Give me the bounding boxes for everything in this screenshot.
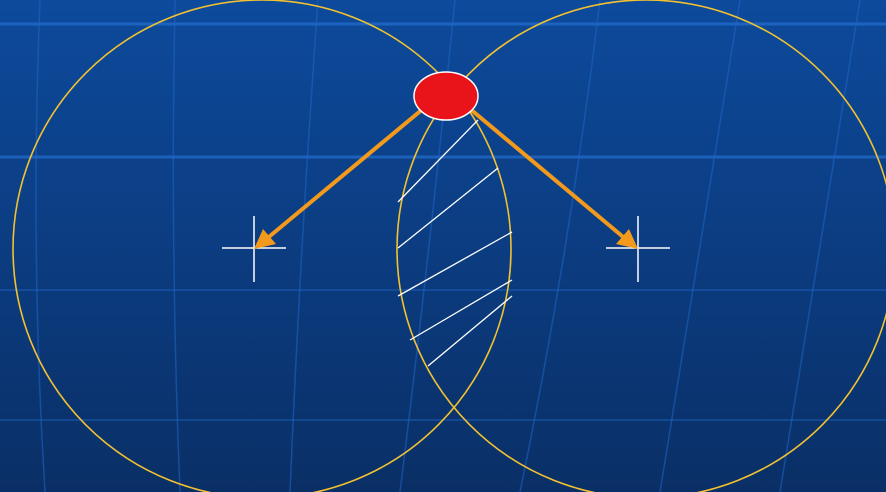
intersection-node xyxy=(413,71,479,121)
left-circle xyxy=(12,0,512,492)
grid-vertical-line xyxy=(399,0,456,492)
arrow-to-right-center xyxy=(461,101,638,249)
grid-vertical-line xyxy=(779,0,861,492)
grid-vertical-line xyxy=(659,0,741,492)
arrow-to-left-center xyxy=(254,101,432,249)
grid-vertical-line xyxy=(289,0,319,492)
grid-vertical-line xyxy=(35,0,46,492)
hatch-line xyxy=(397,119,479,203)
hatch-line xyxy=(409,279,513,341)
overlap-hatching xyxy=(397,119,513,367)
hatch-line xyxy=(397,231,513,297)
hatch-line xyxy=(397,167,499,249)
right-circle xyxy=(396,0,886,492)
grid-vertical-line xyxy=(519,0,601,492)
hatch-line xyxy=(427,295,513,367)
grid-vertical-line xyxy=(172,0,181,492)
